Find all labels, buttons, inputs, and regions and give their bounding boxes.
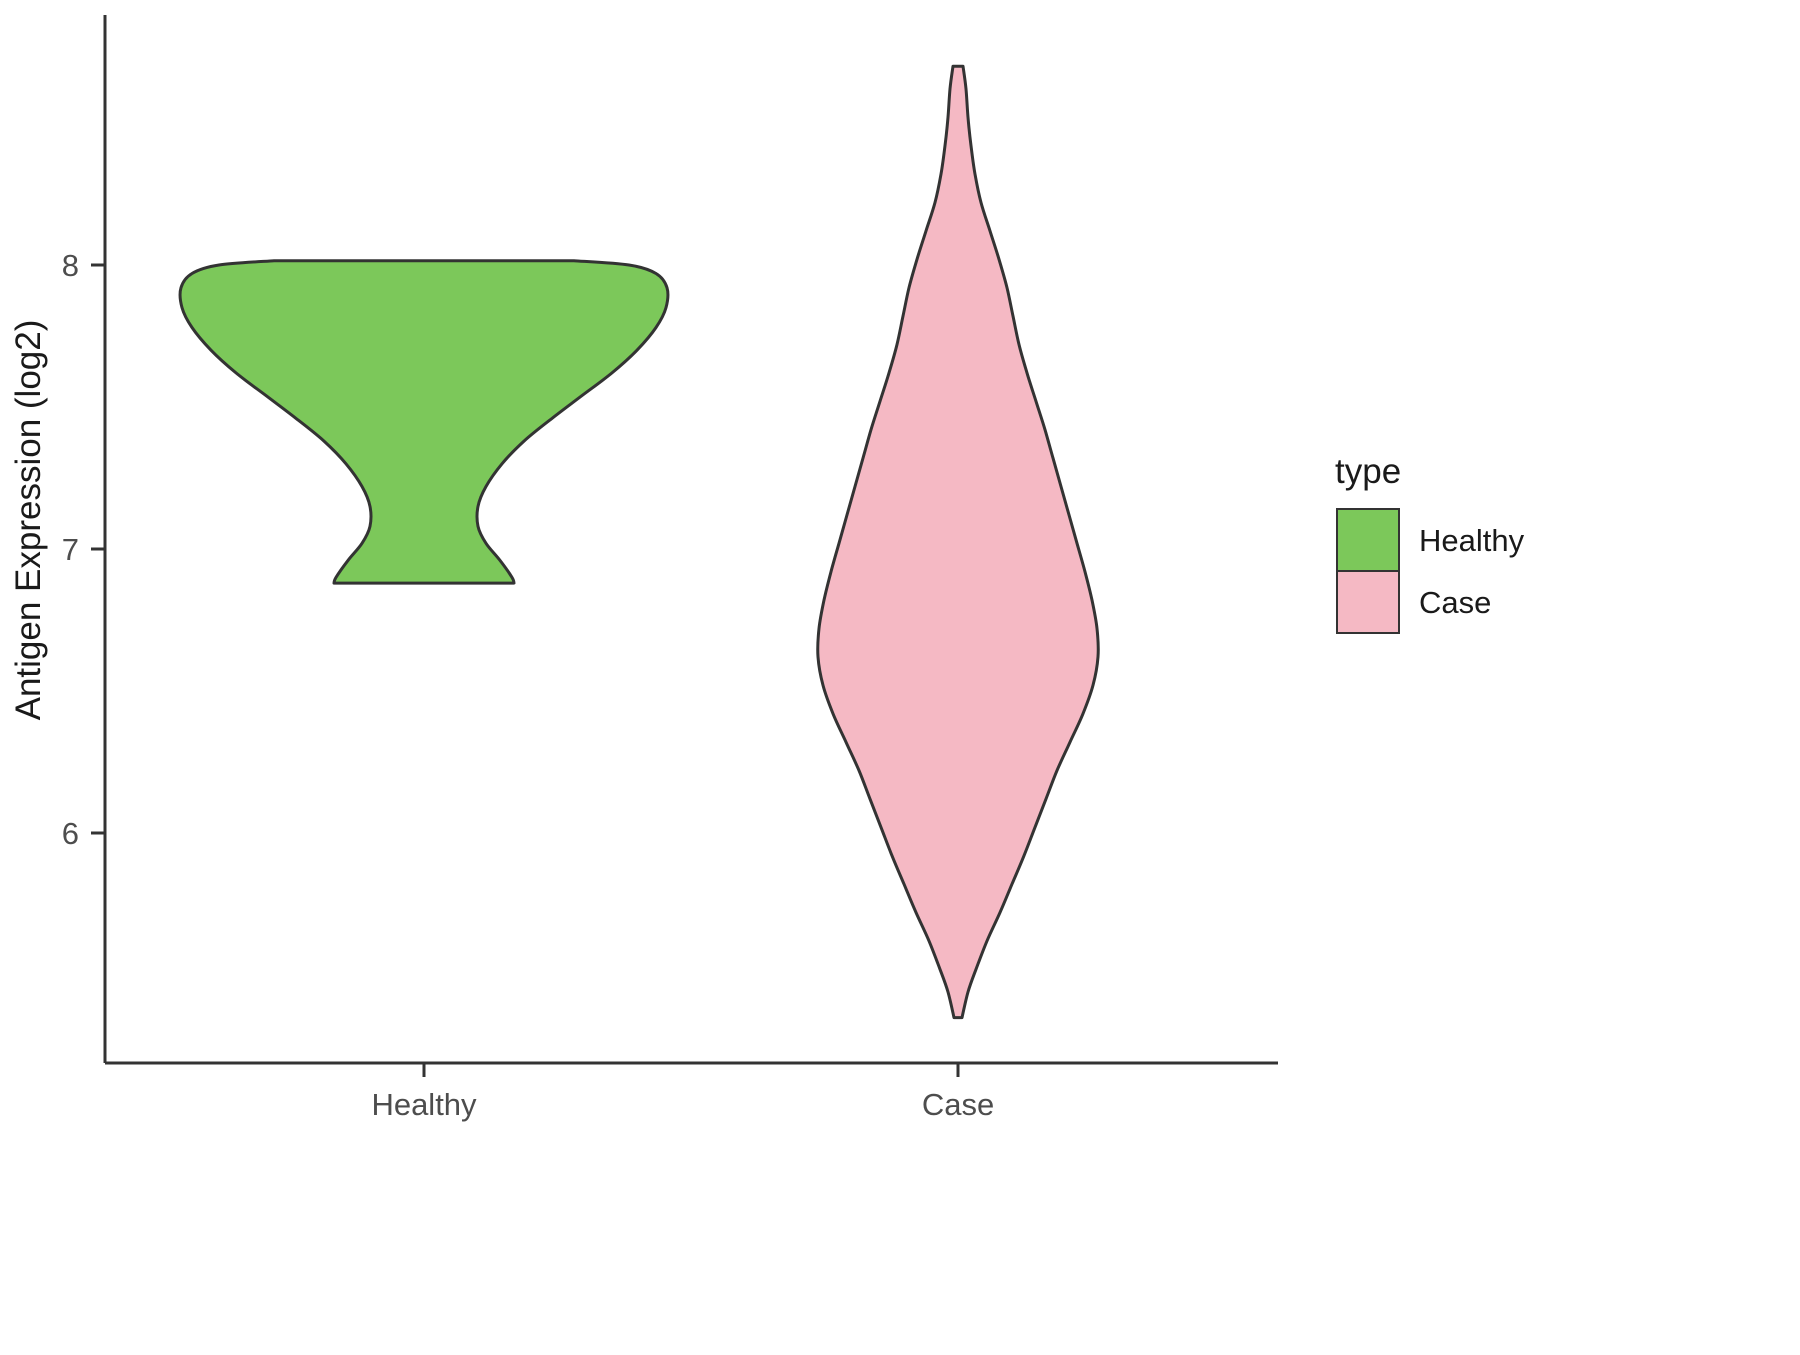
- violin-case: [816, 64, 1100, 1020]
- violins-group: [178, 64, 1100, 1020]
- legend-label-case: Case: [1419, 585, 1491, 620]
- y-tick-label: 7: [62, 532, 79, 567]
- x-tick-label-case: Case: [922, 1087, 994, 1122]
- legend-entries: Healthy Case: [1336, 508, 1525, 634]
- y-tick-label: 8: [62, 248, 79, 283]
- legend-swatch-healthy: [1336, 508, 1400, 572]
- legend-label-healthy: Healthy: [1419, 523, 1525, 558]
- legend-swatch-case: [1336, 570, 1400, 634]
- y-axis-title: Antigen Expression (log2): [9, 320, 48, 721]
- y-axis-ticks: 8 7 6: [62, 248, 105, 851]
- legend: type Healthy Case: [1335, 452, 1525, 634]
- violin-healthy: [178, 259, 670, 585]
- legend-title: type: [1335, 452, 1401, 491]
- x-axis-ticks: Healthy Case: [371, 1063, 994, 1122]
- x-tick-label-healthy: Healthy: [371, 1087, 477, 1122]
- y-tick-label: 6: [62, 816, 79, 851]
